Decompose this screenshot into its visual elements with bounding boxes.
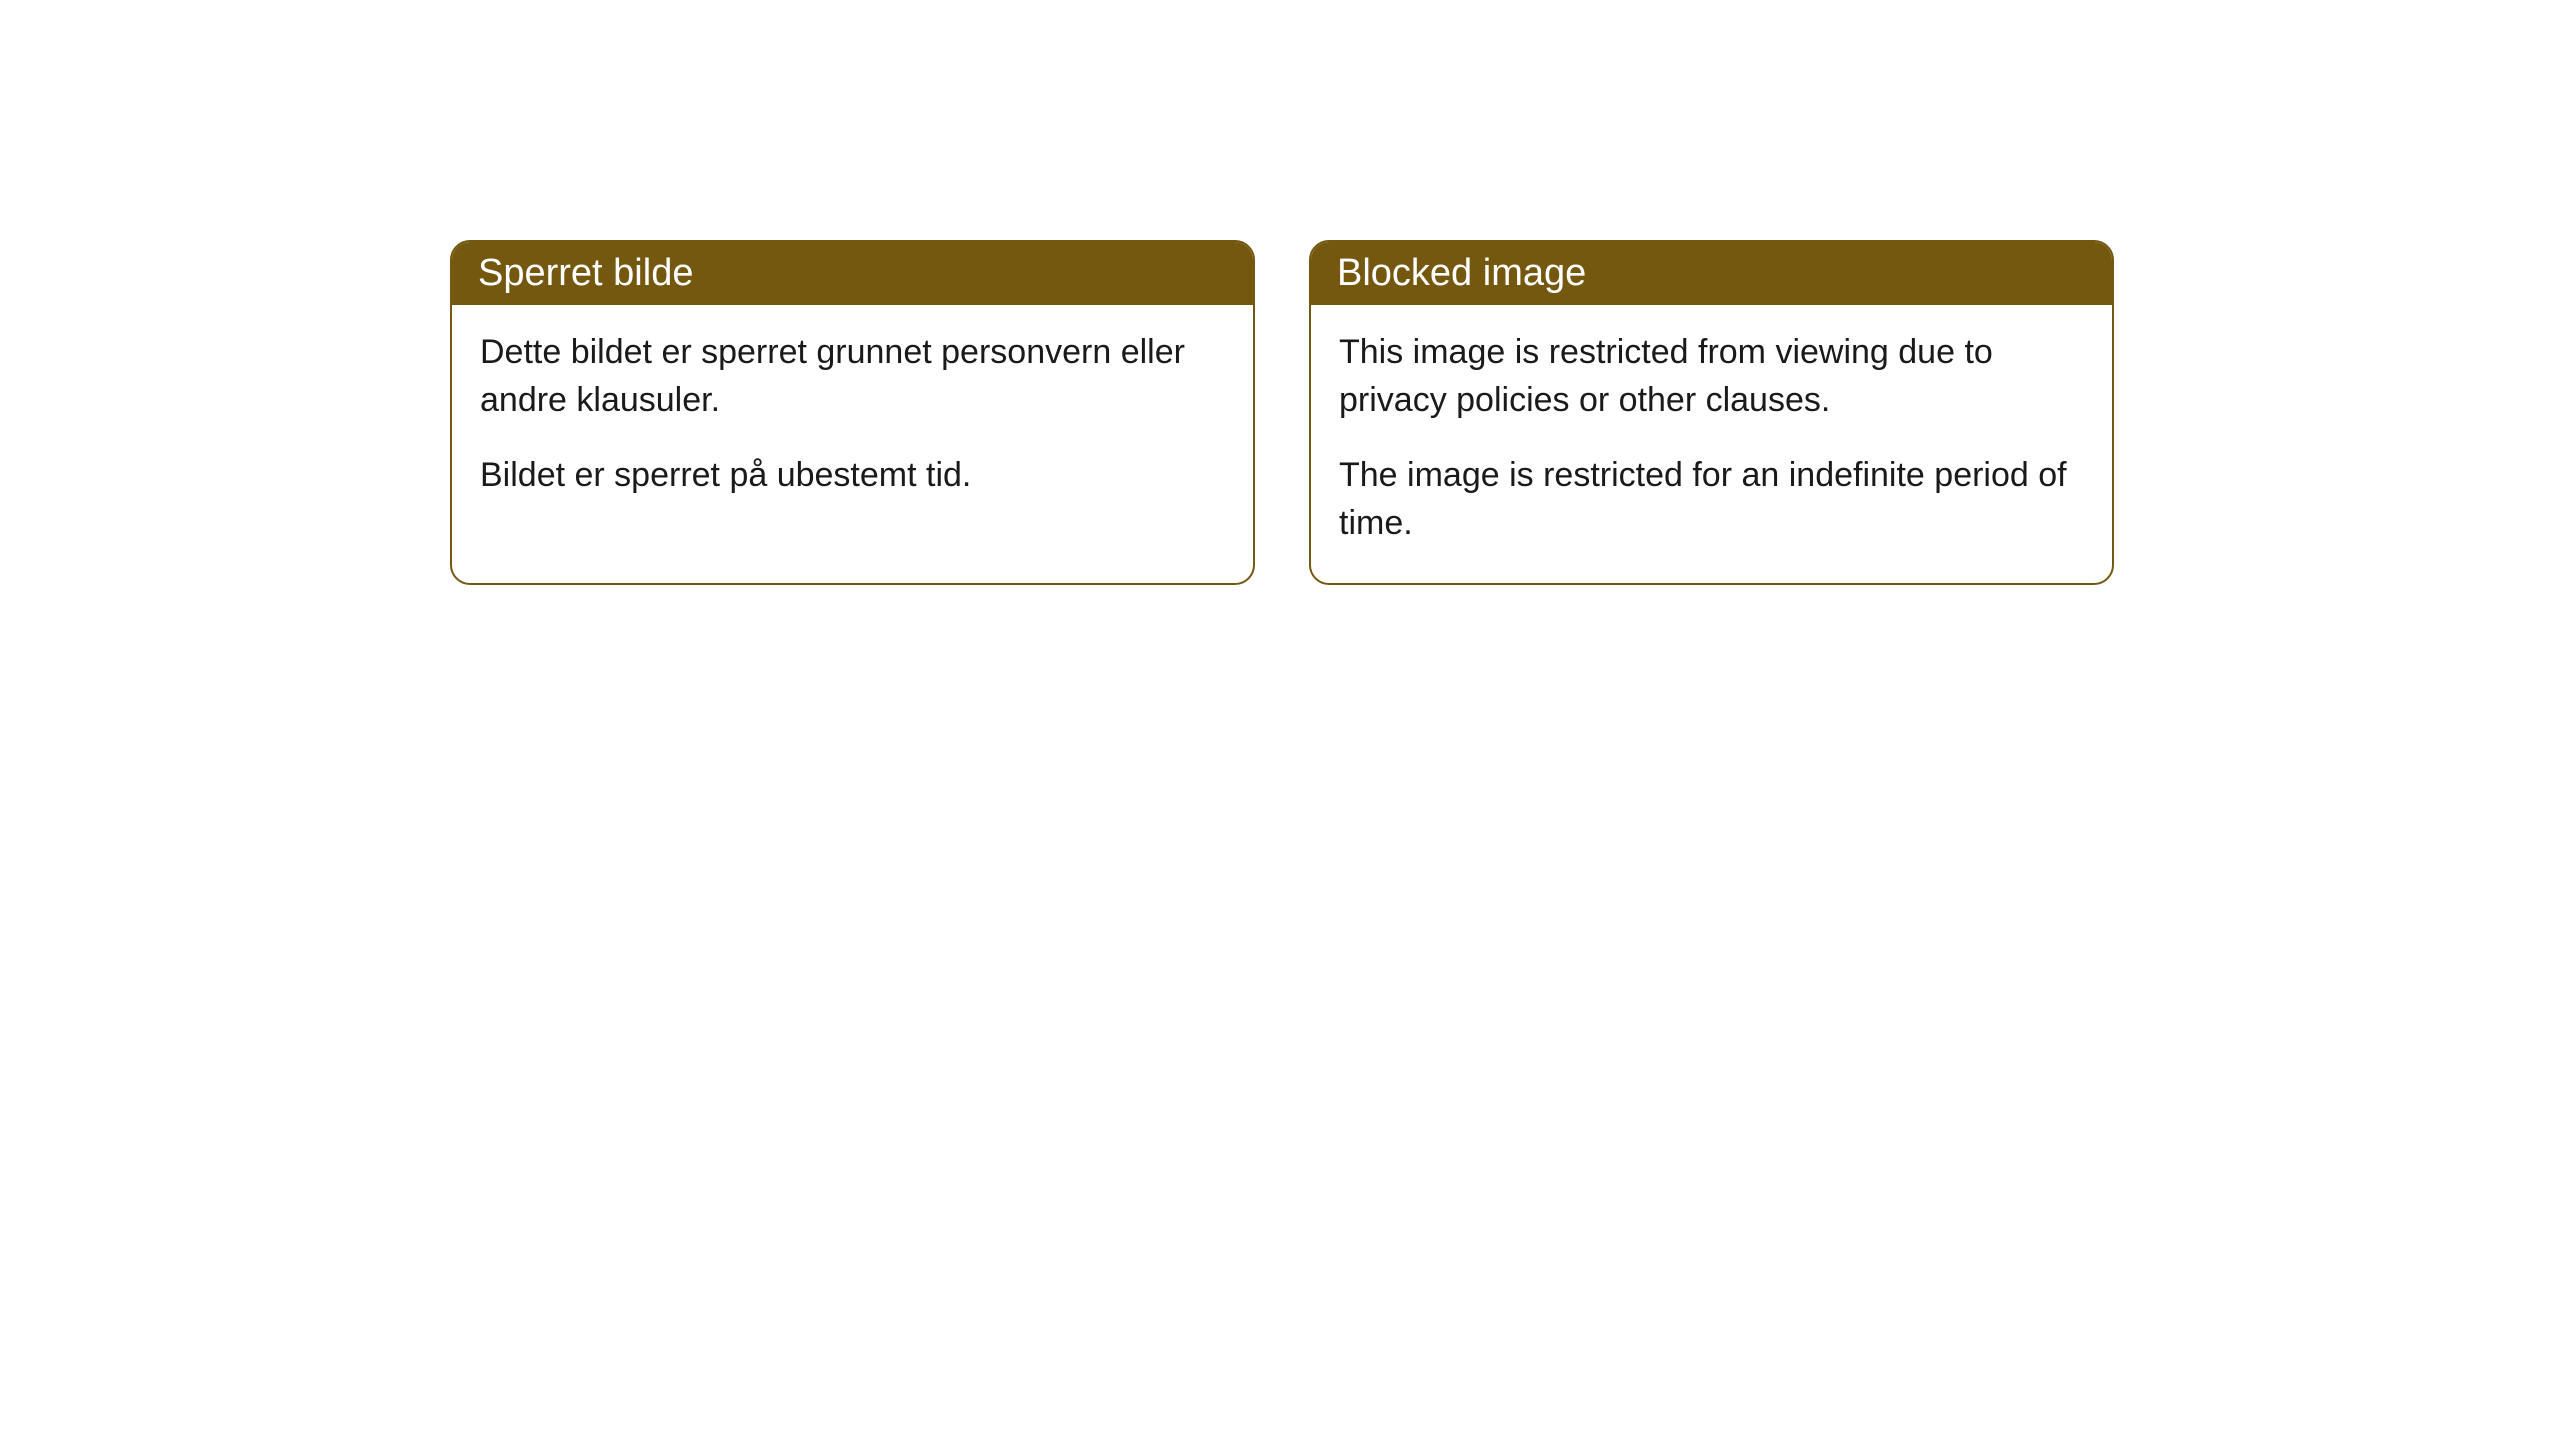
card-header-en: Blocked image xyxy=(1311,242,2112,305)
card-header-no: Sperret bilde xyxy=(452,242,1253,305)
card-para-no-2: Bildet er sperret på ubestemt tid. xyxy=(480,452,1225,500)
card-para-no-1: Dette bildet er sperret grunnet personve… xyxy=(480,329,1225,424)
card-para-en-1: This image is restricted from viewing du… xyxy=(1339,329,2084,424)
blocked-image-card-en: Blocked image This image is restricted f… xyxy=(1309,240,2114,585)
card-para-en-2: The image is restricted for an indefinit… xyxy=(1339,452,2084,547)
card-title-en: Blocked image xyxy=(1337,252,1586,294)
card-body-en: This image is restricted from viewing du… xyxy=(1311,305,2112,583)
blocked-image-card-no: Sperret bilde Dette bildet er sperret gr… xyxy=(450,240,1255,585)
card-body-no: Dette bildet er sperret grunnet personve… xyxy=(452,305,1253,536)
cards-container: Sperret bilde Dette bildet er sperret gr… xyxy=(450,240,2114,585)
card-title-no: Sperret bilde xyxy=(478,252,693,294)
